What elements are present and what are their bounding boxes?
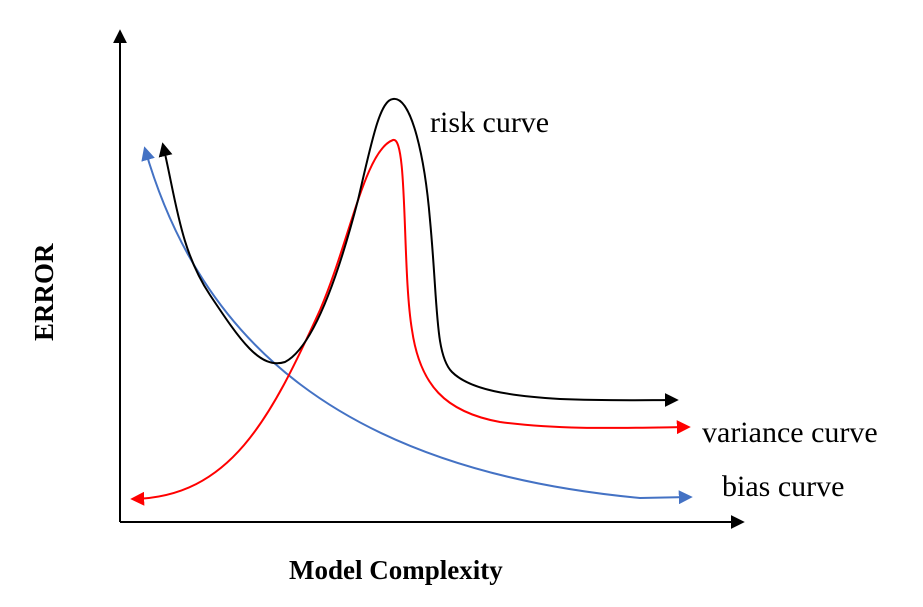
risk-curve bbox=[158, 97, 679, 408]
bias-curve-label: bias curve bbox=[722, 470, 845, 503]
variance-curve-label: variance curve bbox=[702, 416, 878, 449]
y-axis-label: ERROR bbox=[29, 243, 59, 341]
x-axis-label: Model Complexity bbox=[289, 555, 503, 585]
bias-curve bbox=[141, 146, 693, 505]
risk-curve-label: risk curve bbox=[430, 106, 550, 139]
